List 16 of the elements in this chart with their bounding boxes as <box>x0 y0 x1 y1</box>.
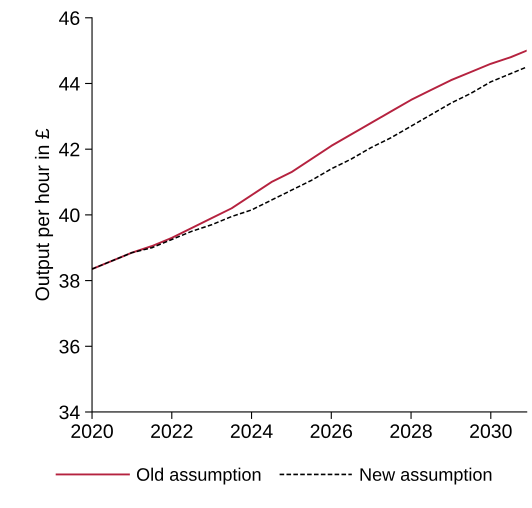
x-tick-label: 2026 <box>310 424 352 438</box>
x-tick-label: 2020 <box>71 424 113 438</box>
legend-label: Old assumption <box>136 468 260 484</box>
x-tick-label: 2028 <box>390 424 432 438</box>
y-tick-label: 38 <box>59 274 80 288</box>
x-tick-label: 2024 <box>230 424 273 438</box>
y-tick-label: 36 <box>59 340 80 354</box>
x-tick-label: 2030 <box>470 424 512 438</box>
y-tick-label: 40 <box>59 208 80 222</box>
y-tick-label: 34 <box>59 405 80 420</box>
y-tick-label: 42 <box>59 142 80 156</box>
x-tick-label: 2022 <box>151 424 192 438</box>
y-tick-label: 44 <box>59 77 80 91</box>
legend-label: New assumption <box>360 468 492 484</box>
y-axis-title: Output per hour in £ <box>34 128 54 300</box>
y-tick-label: 46 <box>59 11 80 26</box>
